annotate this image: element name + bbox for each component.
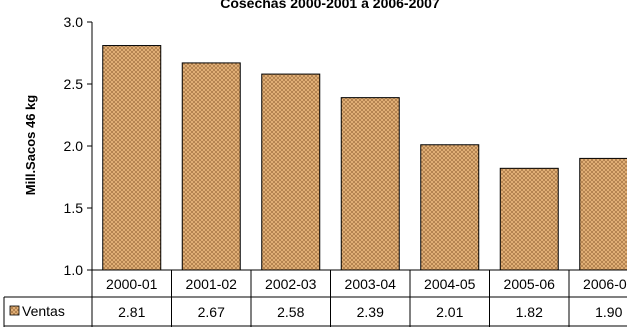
x-category-label: 2002-03 (265, 276, 317, 292)
bar (420, 144, 480, 271)
x-category-label: 2003-04 (345, 276, 397, 292)
y-axis-label: Mill.Sacos 46 kg (23, 95, 38, 195)
legend-series-name: Ventas (22, 303, 65, 319)
data-value-label: 2.67 (198, 304, 225, 320)
x-category-label: 2005-06 (504, 276, 556, 292)
y-tick-label: 2.5 (64, 76, 84, 92)
bar (181, 62, 241, 271)
y-tick-label: 1.0 (64, 262, 84, 278)
data-value-label: 2.58 (277, 304, 304, 320)
data-value-label: 2.39 (357, 304, 384, 320)
chart-title: Cosechas 2000-2001 a 2006-2007 (220, 0, 440, 11)
x-category-label: 2000-01 (106, 276, 158, 292)
bar (102, 45, 162, 271)
bar (261, 73, 321, 271)
x-category-label: 2004-05 (424, 276, 476, 292)
bar (579, 157, 627, 271)
y-tick-label: 2.0 (64, 138, 84, 154)
x-category-label: 2006-07 (583, 276, 627, 292)
y-tick-label: 1.5 (64, 200, 84, 216)
data-value-label: 2.01 (436, 304, 463, 320)
bar (340, 97, 400, 271)
legend-swatch (9, 305, 20, 316)
y-tick-label: 3.0 (64, 14, 84, 30)
data-value-label: 1.82 (516, 304, 543, 320)
bar (499, 167, 559, 271)
data-value-label: 1.90 (595, 304, 622, 320)
x-category-label: 2001-02 (186, 276, 238, 292)
data-value-label: 2.81 (118, 304, 145, 320)
